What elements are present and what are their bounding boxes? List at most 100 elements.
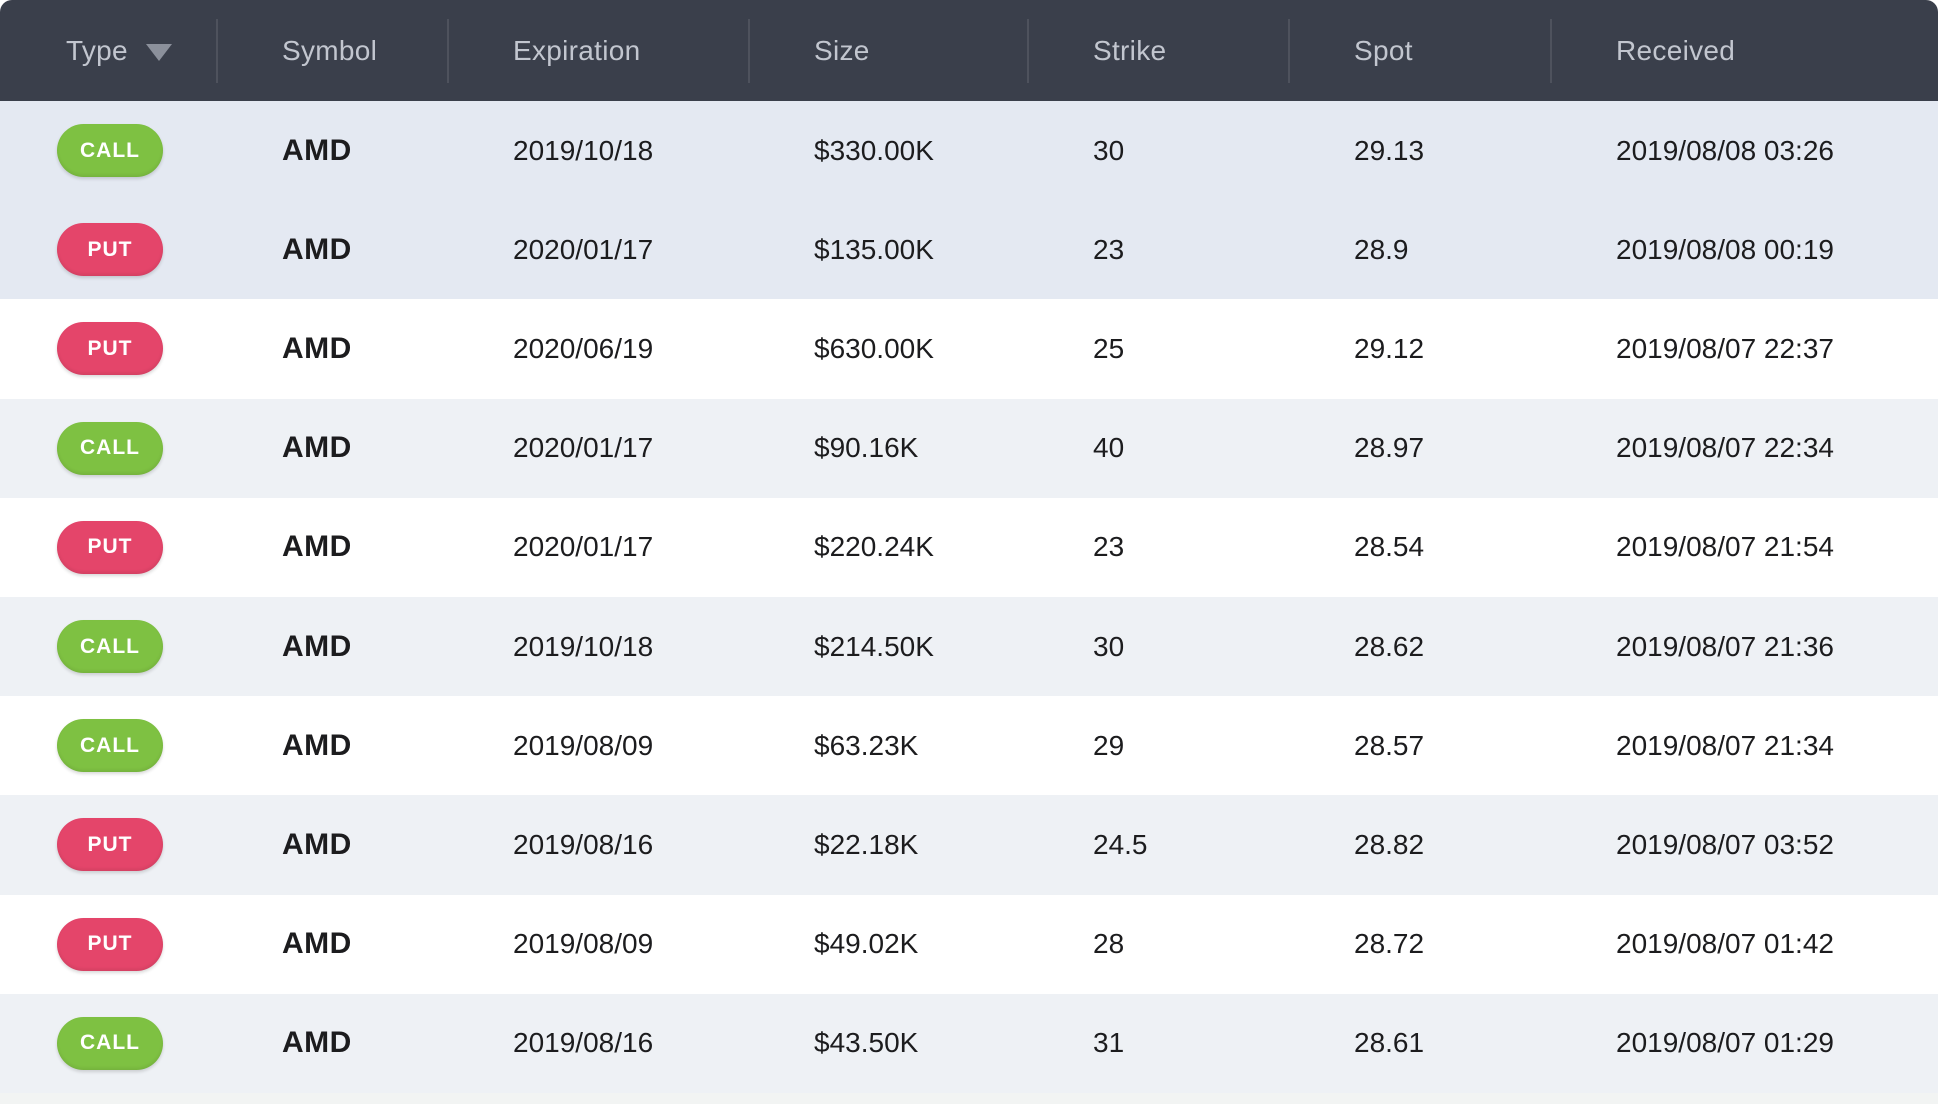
symbol-cell: AMD [282, 331, 352, 365]
symbol-cell: AMD [282, 629, 352, 663]
strike-cell: 23 [1093, 531, 1125, 563]
symbol-cell: AMD [282, 927, 352, 961]
strike-cell: 28 [1093, 928, 1125, 960]
type-cell: CALL [0, 124, 216, 178]
size-cell: $630.00K [814, 332, 934, 364]
received-cell: 2019/08/08 03:26 [1616, 134, 1834, 166]
table-row[interactable]: CALL AMD 2019/10/18 $214.50K 30 28.62 20… [0, 596, 1938, 697]
received-cell: 2019/08/07 01:42 [1616, 928, 1834, 960]
column-header-strike[interactable]: Strike [1027, 0, 1288, 101]
symbol-cell: AMD [282, 827, 352, 861]
option-type-badge: PUT [57, 223, 163, 277]
type-cell: PUT [0, 322, 216, 376]
column-header-symbol[interactable]: Symbol [216, 0, 447, 101]
spot-cell: 28.97 [1354, 432, 1425, 464]
column-header-type-label: Type [66, 34, 128, 66]
spot-cell: 29.12 [1354, 332, 1425, 364]
expiration-cell: 2020/01/17 [513, 531, 654, 563]
strike-cell: 40 [1093, 432, 1125, 464]
expiration-cell: 2020/01/17 [513, 432, 654, 464]
spot-cell: 28.9 [1354, 233, 1409, 265]
type-cell: PUT [0, 520, 216, 574]
symbol-cell: AMD [282, 1026, 352, 1060]
size-cell: $214.50K [814, 630, 934, 662]
spot-cell: 29.13 [1354, 134, 1425, 166]
strike-cell: 24.5 [1093, 828, 1148, 860]
type-cell: CALL [0, 1016, 216, 1070]
size-cell: $22.18K [814, 828, 919, 860]
expiration-cell: 2019/10/18 [513, 134, 654, 166]
option-type-badge: PUT [57, 520, 163, 574]
option-type-badge: PUT [57, 818, 163, 872]
type-cell: PUT [0, 917, 216, 971]
received-cell: 2019/08/07 21:54 [1616, 531, 1834, 563]
size-cell: $90.16K [814, 432, 919, 464]
table-row[interactable]: PUT AMD 2019/08/09 $49.02K 28 28.72 2019… [0, 894, 1938, 994]
strike-cell: 30 [1093, 630, 1125, 662]
size-cell: $49.02K [814, 928, 919, 960]
table-row[interactable]: PUT AMD 2020/06/19 $630.00K 25 29.12 201… [0, 299, 1938, 399]
sort-desc-icon [145, 44, 172, 61]
strike-cell: 31 [1093, 1027, 1125, 1059]
expiration-cell: 2019/08/16 [513, 828, 654, 860]
expiration-cell: 2019/08/16 [513, 1027, 654, 1059]
table-row[interactable]: PUT AMD 2020/01/17 $135.00K 23 28.9 2019… [0, 200, 1938, 300]
table-body: CALL AMD 2019/10/18 $330.00K 30 29.13 20… [0, 101, 1938, 1093]
type-cell: PUT [0, 818, 216, 872]
table-header: Type Symbol Expiration Size Strike Spot … [0, 0, 1938, 101]
column-header-type[interactable]: Type [0, 0, 216, 101]
symbol-cell: AMD [282, 530, 352, 564]
spot-cell: 28.82 [1354, 828, 1425, 860]
received-cell: 2019/08/08 00:19 [1616, 233, 1834, 265]
size-cell: $330.00K [814, 134, 934, 166]
spot-cell: 28.54 [1354, 531, 1425, 563]
option-type-badge: CALL [57, 719, 163, 773]
symbol-cell: AMD [282, 133, 352, 167]
next-row-partial [0, 1092, 1938, 1104]
table-row[interactable]: CALL AMD 2020/01/17 $90.16K 40 28.97 201… [0, 398, 1938, 498]
expiration-cell: 2019/10/18 [513, 630, 654, 662]
spot-cell: 28.57 [1354, 729, 1425, 761]
symbol-cell: AMD [282, 728, 352, 762]
symbol-cell: AMD [282, 232, 352, 266]
received-cell: 2019/08/07 22:37 [1616, 332, 1834, 364]
strike-cell: 23 [1093, 233, 1125, 265]
expiration-cell: 2019/08/09 [513, 729, 654, 761]
table-row[interactable]: PUT AMD 2019/08/16 $22.18K 24.5 28.82 20… [0, 795, 1938, 895]
received-cell: 2019/08/07 22:34 [1616, 432, 1834, 464]
type-cell: PUT [0, 223, 216, 277]
option-type-badge: CALL [57, 1016, 163, 1070]
type-cell: CALL [0, 620, 216, 674]
received-cell: 2019/08/07 21:34 [1616, 729, 1834, 761]
received-cell: 2019/08/07 21:36 [1616, 630, 1834, 662]
table-row[interactable]: PUT AMD 2020/01/17 $220.24K 23 28.54 201… [0, 497, 1938, 597]
option-type-badge: CALL [57, 620, 163, 674]
type-cell: CALL [0, 719, 216, 773]
option-type-badge: CALL [57, 421, 163, 475]
table-row[interactable]: CALL AMD 2019/08/16 $43.50K 31 28.61 201… [0, 993, 1938, 1093]
size-cell: $43.50K [814, 1027, 919, 1059]
received-cell: 2019/08/07 03:52 [1616, 828, 1834, 860]
size-cell: $135.00K [814, 233, 934, 265]
column-header-spot[interactable]: Spot [1288, 0, 1550, 101]
strike-cell: 25 [1093, 332, 1125, 364]
option-type-badge: CALL [57, 124, 163, 178]
size-cell: $220.24K [814, 531, 934, 563]
option-type-badge: PUT [57, 917, 163, 971]
strike-cell: 30 [1093, 134, 1125, 166]
expiration-cell: 2020/01/17 [513, 233, 654, 265]
received-cell: 2019/08/07 01:29 [1616, 1027, 1834, 1059]
column-header-expiration[interactable]: Expiration [447, 0, 748, 101]
type-cell: CALL [0, 421, 216, 475]
size-cell: $63.23K [814, 729, 919, 761]
table-row[interactable]: CALL AMD 2019/08/09 $63.23K 29 28.57 201… [0, 696, 1938, 796]
strike-cell: 29 [1093, 729, 1125, 761]
expiration-cell: 2019/08/09 [513, 928, 654, 960]
table-row[interactable]: CALL AMD 2019/10/18 $330.00K 30 29.13 20… [0, 101, 1938, 201]
spot-cell: 28.72 [1354, 928, 1425, 960]
column-header-received[interactable]: Received [1550, 0, 1938, 101]
spot-cell: 28.62 [1354, 630, 1425, 662]
option-type-badge: PUT [57, 322, 163, 376]
column-header-size[interactable]: Size [748, 0, 1027, 101]
